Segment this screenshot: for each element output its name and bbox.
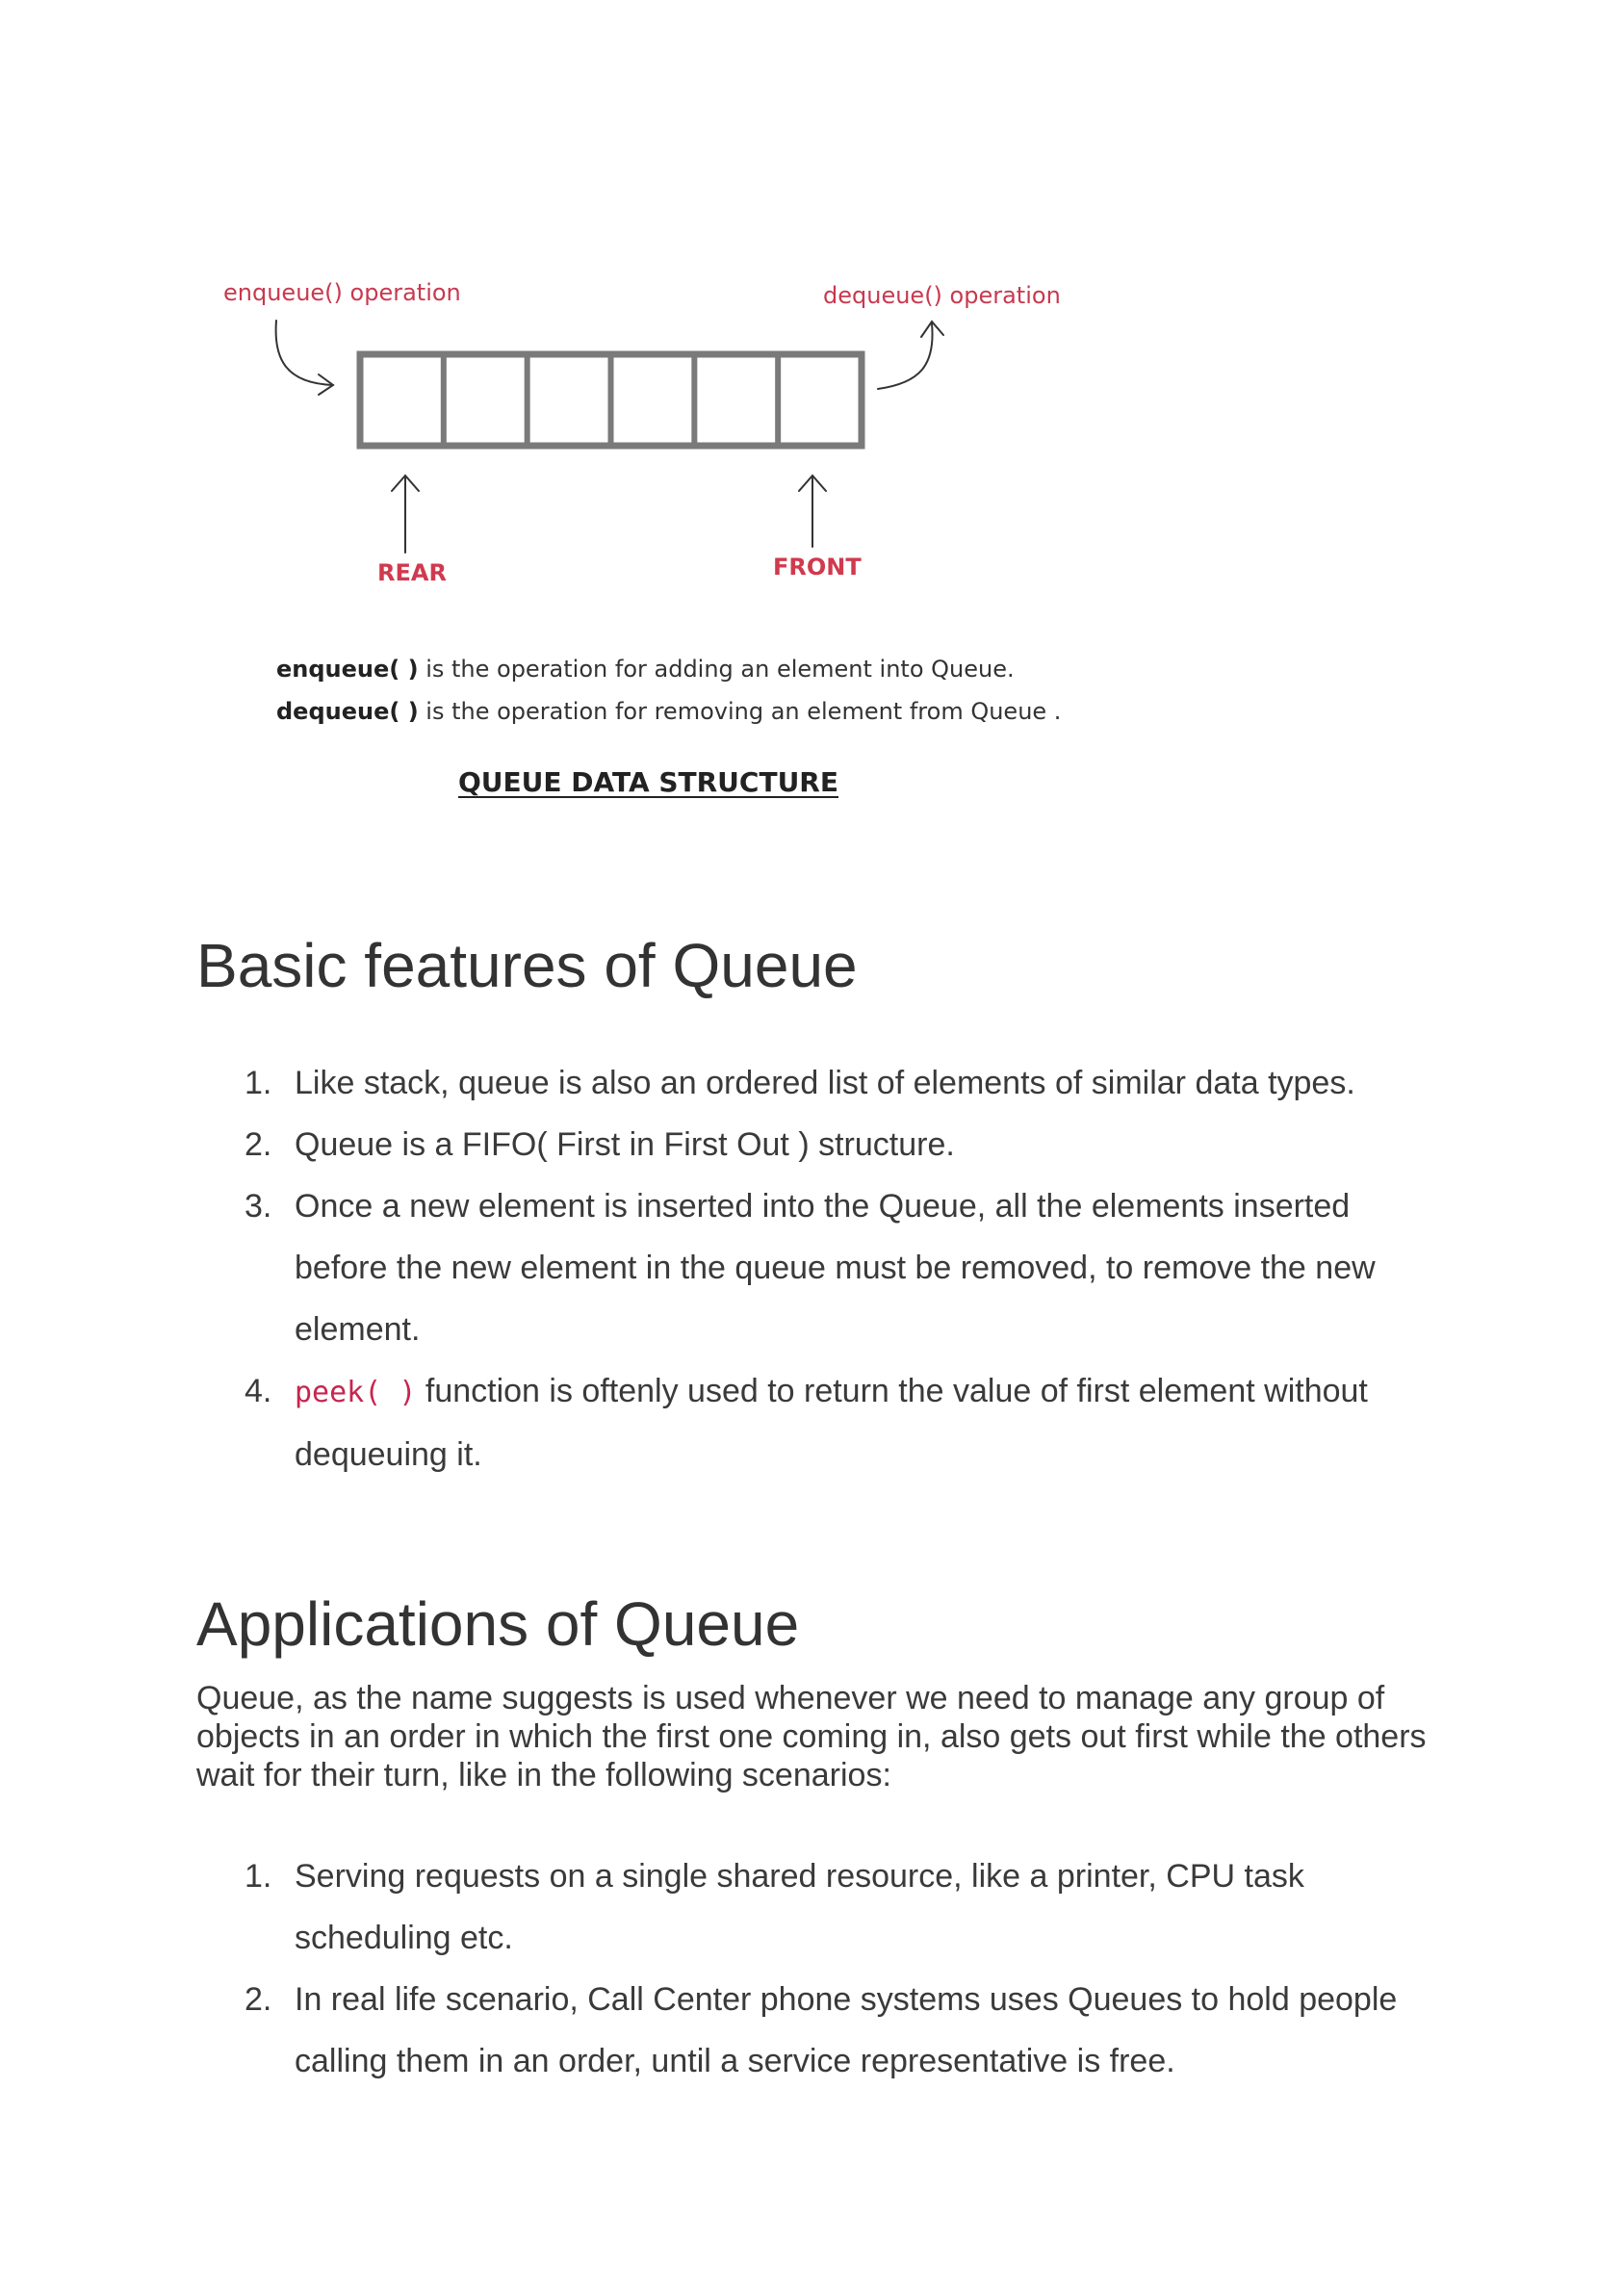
dequeue-description: dequeue( ) is the operation for removing…: [276, 698, 1061, 725]
dequeue-term: dequeue( ): [276, 698, 419, 725]
list-item: 2. In real life scenario, Call Center ph…: [245, 1969, 1448, 2092]
front-arrow-icon: [798, 474, 827, 548]
list-item-text: Once a new element is inserted into the …: [295, 1188, 1376, 1348]
list-item: 4. peek( ) function is oftenly used to r…: [245, 1360, 1448, 1485]
diagram-caption: QUEUE DATA STRUCTURE: [458, 766, 838, 798]
dequeue-operation-label: dequeue() operation: [823, 282, 1061, 309]
list-item-text: Queue is a FIFO( First in First Out ) st…: [295, 1126, 955, 1163]
queue-cells: [356, 350, 865, 450]
queue-diagram: enqueue() operation dequeue() operation …: [223, 279, 1061, 586]
list-number: 2.: [245, 1981, 272, 2018]
list-item-text: function is oftenly used to return the v…: [295, 1373, 1368, 1473]
list-item: 2. Queue is a FIFO( First in First Out )…: [245, 1114, 1448, 1175]
list-item-text: In real life scenario, Call Center phone…: [295, 1981, 1398, 2079]
enqueue-description: enqueue( ) is the operation for adding a…: [276, 656, 1015, 683]
features-heading: Basic features of Queue: [196, 931, 858, 1000]
features-list: 1. Like stack, queue is also an ordered …: [245, 1052, 1448, 1485]
list-item: 3. Once a new element is inserted into t…: [245, 1175, 1448, 1360]
dequeue-description-text: is the operation for removing an element…: [418, 698, 1062, 725]
enqueue-operation-label: enqueue() operation: [223, 279, 461, 306]
list-number: 1.: [245, 1858, 272, 1895]
enqueue-description-text: is the operation for adding an element i…: [418, 656, 1015, 683]
list-item: 1. Like stack, queue is also an ordered …: [245, 1052, 1448, 1114]
list-item: 1. Serving requests on a single shared r…: [245, 1845, 1448, 1969]
list-number: 1.: [245, 1065, 272, 1101]
applications-list: 1. Serving requests on a single shared r…: [245, 1845, 1448, 2092]
dequeue-arrow-icon: [877, 320, 944, 390]
rear-label: REAR: [377, 559, 447, 586]
enqueue-arrow-icon: [274, 320, 335, 396]
applications-heading: Applications of Queue: [196, 1589, 800, 1659]
rear-arrow-icon: [391, 474, 420, 554]
list-number: 2.: [245, 1126, 272, 1163]
front-label: FRONT: [773, 554, 862, 580]
list-item-text: Serving requests on a single shared reso…: [295, 1858, 1304, 1956]
enqueue-term: enqueue( ): [276, 656, 419, 683]
list-number: 4.: [245, 1373, 272, 1409]
list-item-text: Like stack, queue is also an ordered lis…: [295, 1065, 1355, 1101]
list-number: 3.: [245, 1188, 272, 1225]
applications-intro: Queue, as the name suggests is used when…: [196, 1680, 1427, 1793]
peek-code: peek( ): [295, 1376, 417, 1409]
